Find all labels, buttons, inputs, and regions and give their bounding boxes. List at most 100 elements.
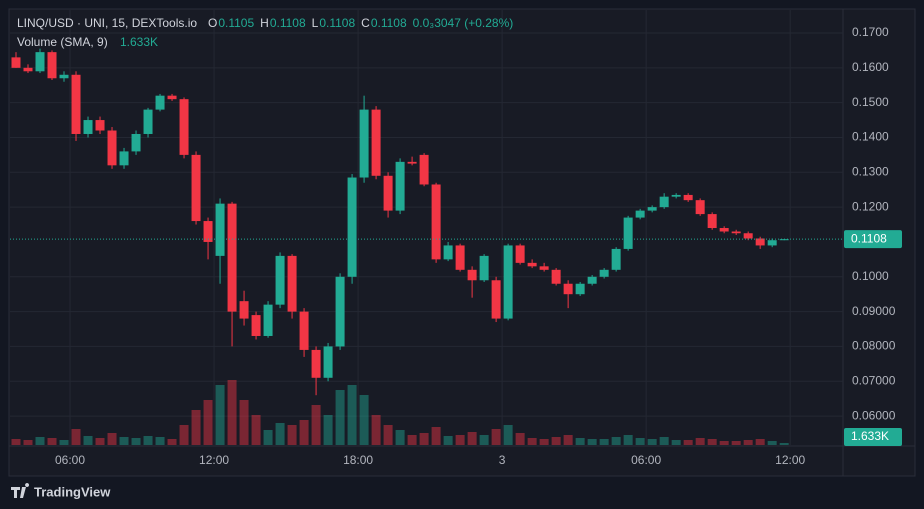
candle-body (395, 161, 405, 211)
axes: 0.1700 0.1600 0.1500 0.1400 0.1300 0.1200 0.10… (55, 25, 902, 467)
y-tick-label: 0.1200 (852, 199, 889, 213)
volume-bar (215, 385, 225, 445)
brand: TradingView (11, 483, 111, 499)
ohlc-value: 0.1108 (371, 16, 407, 30)
volume-bar (239, 400, 249, 445)
volume-bar (227, 380, 237, 445)
volume-bar (407, 435, 417, 445)
volume-bar (95, 438, 105, 445)
candle-body (155, 95, 165, 110)
grid (10, 10, 843, 445)
volume-bar (563, 435, 573, 445)
volume-box (844, 428, 902, 446)
candle-body (107, 130, 117, 166)
x-tick-label: 18:00 (343, 453, 373, 467)
candle-body (539, 266, 549, 270)
volume-bar (599, 439, 609, 445)
candle-body (683, 194, 693, 201)
volume-bar (11, 439, 21, 445)
volume-bar (431, 427, 441, 445)
volume-bar (287, 425, 297, 445)
volume-bar (347, 385, 357, 445)
volume-bar (539, 439, 549, 445)
volume-bar (155, 437, 165, 445)
candle-body (335, 276, 345, 347)
legend: LINQ/USD · UNI, 15, DEXTools.io Volume (… (17, 16, 513, 49)
volume-bar (71, 429, 81, 445)
y-tick-label: 0.1300 (852, 164, 889, 178)
candle-body (731, 231, 741, 234)
candle-body (119, 151, 129, 166)
brand-logo (11, 483, 30, 498)
ohlc-value: 0.1108 (319, 16, 355, 30)
volume-bar (515, 433, 525, 445)
symbol: LINQ/USD · UNI, 15, DEXTools.io (17, 16, 197, 30)
volume-bar (275, 423, 285, 445)
ohlc-value: 0.1105 (218, 16, 254, 30)
candle-body (215, 203, 225, 256)
volume-bar (731, 441, 741, 445)
candle-body (467, 269, 477, 281)
volume-title: Volume (SMA, 9) (17, 35, 108, 49)
volume-bar (587, 439, 597, 445)
candle-body (299, 311, 309, 350)
volume-bar (671, 440, 681, 445)
candle-body (515, 245, 525, 263)
y-tick-label: 0.1600 (852, 60, 889, 74)
candle-body (419, 154, 429, 185)
volume-bar (467, 432, 477, 445)
candle-body (527, 262, 537, 267)
last-price-label: 0.1108 (851, 231, 887, 245)
volume-bar (635, 438, 645, 445)
volume-bar (179, 425, 189, 445)
candle-body (311, 349, 321, 378)
volume-bar (755, 439, 765, 445)
volume-bar (335, 390, 345, 445)
candle-body (83, 120, 93, 134)
candle-body (443, 245, 453, 260)
x-tick-label: 06:00 (55, 453, 85, 467)
volume-bar (503, 425, 513, 445)
candle-body (95, 120, 105, 131)
candle-body (407, 161, 417, 164)
volume-bar (743, 440, 753, 445)
candle-body (371, 109, 381, 176)
candle-body (503, 245, 513, 319)
volume-bar (143, 436, 153, 445)
candle-body (671, 194, 681, 197)
candle-body (479, 255, 489, 281)
ohlc-label: C (361, 16, 370, 30)
candle-body (587, 276, 597, 284)
candle-body (131, 133, 141, 152)
volume-bar (395, 430, 405, 445)
candle-body (23, 67, 33, 72)
y-tick-label: 0.06000 (852, 408, 896, 422)
candle-body (71, 74, 81, 134)
plot (10, 48, 843, 445)
y-tick-label: 0.1000 (852, 269, 889, 283)
volume-bar (647, 439, 657, 445)
candle-body (623, 217, 633, 249)
candle-body (767, 240, 777, 246)
volume-bar (779, 443, 789, 445)
volume-bar (59, 440, 69, 445)
candle-body (275, 255, 285, 305)
volume-bar (383, 425, 393, 445)
candle-body (719, 228, 729, 232)
volume-bar (251, 415, 261, 445)
volume-bar (191, 410, 201, 445)
candle-body (167, 95, 177, 100)
y-tick-label: 0.09000 (852, 304, 896, 318)
ohlc-label: O (208, 16, 217, 30)
candle-body (143, 109, 153, 134)
candle-body (191, 154, 201, 222)
volume-bar (131, 438, 141, 445)
candle-body (635, 210, 645, 218)
candle-body (563, 283, 573, 295)
volume-bar (695, 438, 705, 445)
ohlc-value: 0.1108 (270, 16, 306, 30)
y-tick-label: 0.1500 (852, 95, 889, 109)
volume-bar (479, 435, 489, 445)
candle-body (599, 269, 609, 277)
candle-body (47, 52, 57, 79)
